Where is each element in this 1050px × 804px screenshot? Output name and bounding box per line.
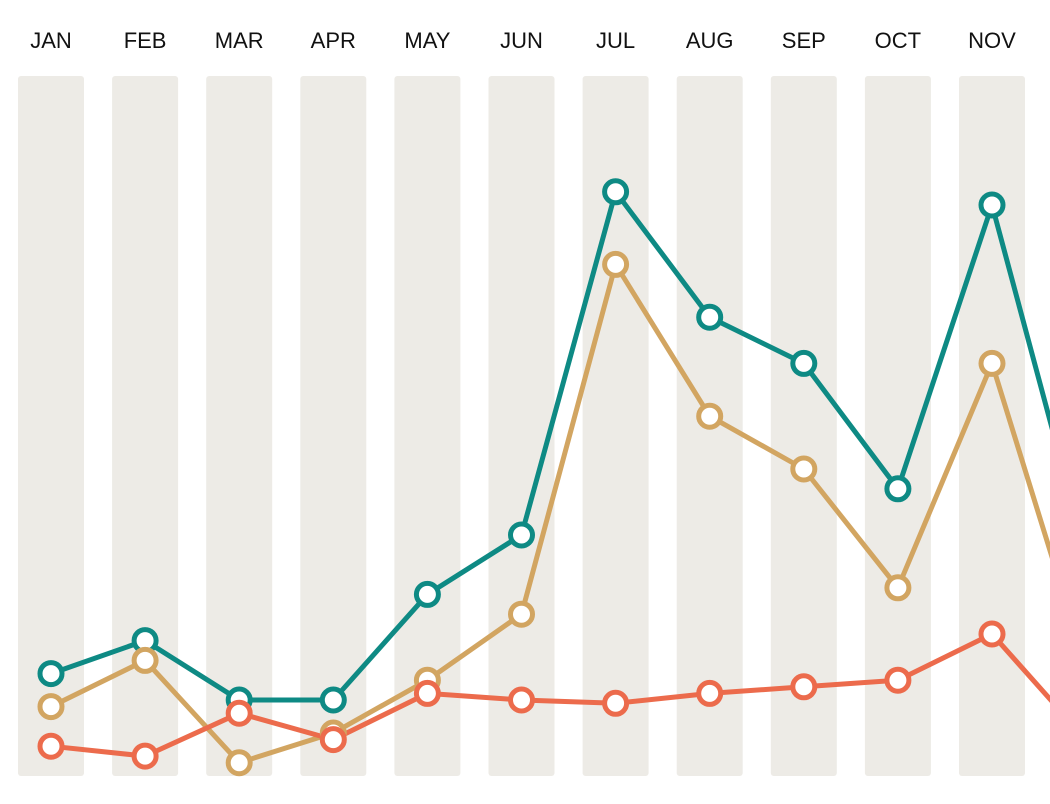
month-band-mar — [206, 76, 273, 776]
data-point-series-3-aug — [696, 679, 724, 707]
series-lines — [48, 189, 1050, 766]
data-point-series-2-mar — [225, 749, 253, 777]
month-label-may: MAY — [404, 28, 450, 53]
data-point-series-3-nov — [978, 620, 1006, 648]
data-point-series-1-may — [413, 580, 441, 608]
series-line-3 — [48, 631, 1050, 759]
month-band-jan — [18, 76, 84, 776]
data-point-series-2-feb — [131, 646, 159, 674]
month-label-feb: FEB — [124, 28, 167, 53]
month-label-nov: NOV — [968, 28, 1016, 53]
month-band-nov — [959, 76, 1025, 776]
data-point-series-2-sep — [790, 455, 818, 483]
month-band-oct — [864, 76, 931, 776]
data-point-series-3-jun — [508, 686, 535, 714]
month-label-jul: JUL — [596, 28, 635, 53]
data-point-series-1-aug — [696, 303, 724, 331]
month-label-mar: MAR — [215, 28, 264, 53]
month-labels: JANFEBMARAPRMAYJUNJULAUGSEPOCTNOVDEC — [30, 28, 1016, 53]
data-point-series-1-apr — [319, 686, 347, 714]
data-point-series-1-oct — [884, 475, 912, 503]
data-point-series-2-jul — [602, 250, 630, 278]
data-point-series-3-apr — [319, 726, 347, 754]
month-label-apr: APR — [311, 28, 356, 53]
data-point-series-1-sep — [790, 349, 818, 377]
data-point-series-2-aug — [696, 402, 724, 430]
series-line-2 — [48, 261, 1050, 766]
month-label-aug: AUG — [686, 28, 734, 53]
month-band-jun — [488, 76, 555, 776]
data-point-series-1-jan — [37, 660, 65, 688]
data-point-series-1-jul — [602, 178, 630, 206]
series-line-1 — [48, 189, 1050, 703]
data-point-series-1-nov — [978, 191, 1006, 219]
data-point-series-2-jun — [508, 600, 535, 628]
data-point-series-2-nov — [978, 349, 1006, 377]
month-bands — [18, 76, 1025, 776]
data-point-series-2-oct — [884, 574, 912, 602]
data-point-series-3-feb — [131, 742, 159, 770]
data-point-series-1-jun — [508, 521, 535, 549]
month-band-feb — [112, 76, 179, 776]
data-point-series-3-may — [413, 679, 441, 707]
data-point-series-3-jul — [602, 689, 630, 717]
data-point-series-3-jan — [37, 732, 65, 760]
month-label-jan: JAN — [30, 28, 72, 53]
data-point-series-3-mar — [225, 699, 253, 727]
series-markers — [37, 178, 1006, 777]
data-point-series-2-jan — [37, 693, 65, 721]
data-point-series-3-sep — [790, 673, 818, 701]
month-label-jun: JUN — [500, 28, 543, 53]
month-band-may — [394, 76, 461, 776]
month-label-oct: OCT — [875, 28, 921, 53]
month-band-sep — [770, 76, 837, 776]
month-label-sep: SEP — [782, 28, 826, 53]
month-band-apr — [300, 76, 367, 776]
data-point-series-3-oct — [884, 666, 912, 694]
